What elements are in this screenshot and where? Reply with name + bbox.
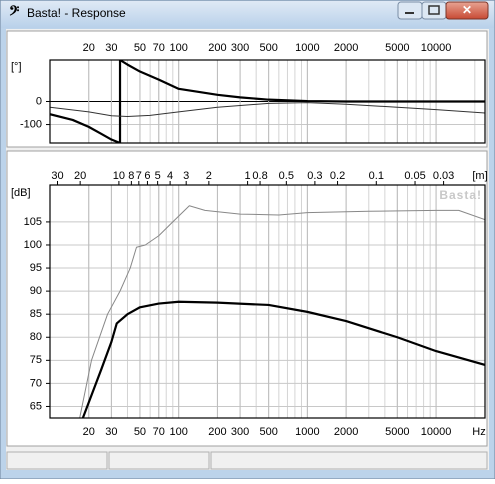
x2-tick-label: 0.03 — [433, 170, 454, 182]
x-tick-label: 5000 — [385, 42, 409, 54]
x2-tick-label: 30 — [51, 170, 63, 182]
y-tick-label: 85 — [30, 308, 42, 320]
x-unit: Hz — [472, 426, 485, 438]
x-tick-label: 500 — [259, 42, 277, 54]
x-tick-label: 50 — [134, 42, 146, 54]
x2-tick-label: 4 — [167, 170, 173, 182]
close-button[interactable] — [445, 1, 489, 20]
x2-unit: [m] — [472, 170, 487, 182]
maximize-icon — [428, 5, 440, 15]
minimize-button[interactable] — [397, 1, 423, 20]
x2-tick-label: 0.05 — [404, 170, 425, 182]
y-tick-label: 65 — [30, 400, 42, 412]
x-tick-label: 200 — [208, 42, 226, 54]
x-tick-label: 10000 — [421, 42, 452, 54]
x2-tick-label: 1 — [245, 170, 251, 182]
x2-tick-label: 2 — [206, 170, 212, 182]
y-tick-label: 80 — [30, 331, 42, 343]
y-tick-label: 105 — [24, 216, 42, 228]
x-tick-label: 30 — [105, 42, 117, 54]
y-tick-label: 75 — [30, 354, 42, 366]
close-icon: ✕ — [462, 3, 472, 17]
maximize-button[interactable] — [421, 1, 447, 20]
series-line — [79, 205, 485, 418]
x-tick-label: 2000 — [334, 426, 358, 438]
x-tick-label: 10000 — [421, 426, 452, 438]
x-tick-label: 1000 — [295, 426, 319, 438]
x-tick-label: 200 — [208, 426, 226, 438]
y-unit: [°] — [11, 61, 22, 73]
plot-frame — [49, 59, 486, 144]
y-tick-label: -100 — [20, 118, 42, 130]
spl-panel — [6, 150, 488, 447]
plot-frame — [49, 184, 486, 419]
x-tick-label: 20 — [83, 426, 95, 438]
y-tick-label: 95 — [30, 262, 42, 274]
y-tick-label: 90 — [30, 285, 42, 297]
x-tick-label: 50 — [134, 426, 146, 438]
app-icon: 𝄢 — [9, 4, 20, 22]
x-tick-label: 5000 — [385, 426, 409, 438]
x2-tick-label: 0.5 — [279, 170, 294, 182]
status-cell — [210, 451, 488, 470]
series-line — [50, 60, 485, 143]
x2-tick-label: 8 — [128, 170, 134, 182]
y-unit: [dB] — [11, 187, 31, 199]
x2-tick-label: 0.8 — [252, 170, 267, 182]
x2-tick-label: 0.2 — [330, 170, 345, 182]
plots: -1000[°]20 30 50 70 100 200 300 500 1000 2000 5000… — [11, 42, 488, 438]
x-tick-label: 100 — [170, 42, 188, 54]
x-tick-label: 1000 — [295, 42, 319, 54]
y-tick-label: 0 — [36, 95, 42, 107]
x-tick-label: 300 — [231, 426, 249, 438]
y-tick-label: 100 — [24, 239, 42, 251]
x-tick-label: 300 — [231, 42, 249, 54]
x-tick-label: 70 — [153, 42, 165, 54]
status-cell — [6, 451, 108, 470]
x2-tick-label: 7 — [136, 170, 142, 182]
x2-tick-label: 10 — [113, 170, 125, 182]
y-tick-label: 70 — [30, 377, 42, 389]
x-tick-label: 30 — [105, 426, 117, 438]
x2-tick-label: 0.3 — [307, 170, 322, 182]
x2-tick-label: 3 — [183, 170, 189, 182]
window-title: Basta! - Response — [27, 6, 126, 20]
x-tick-label: 100 — [170, 426, 188, 438]
series-line — [50, 102, 485, 117]
x2-tick-label: 20 — [74, 170, 86, 182]
x-tick-label: 500 — [259, 426, 277, 438]
x-tick-label: 70 — [153, 426, 165, 438]
x-tick-label: 2000 — [334, 42, 358, 54]
x-tick-label: 20 — [83, 42, 95, 54]
phase-panel — [6, 30, 488, 148]
x2-tick-label: 0.1 — [369, 170, 384, 182]
status-cell — [108, 451, 210, 470]
watermark: Basta! — [439, 188, 482, 202]
series-line — [81, 300, 485, 418]
x2-tick-label: 5 — [155, 170, 161, 182]
x2-tick-label: 6 — [144, 170, 150, 182]
